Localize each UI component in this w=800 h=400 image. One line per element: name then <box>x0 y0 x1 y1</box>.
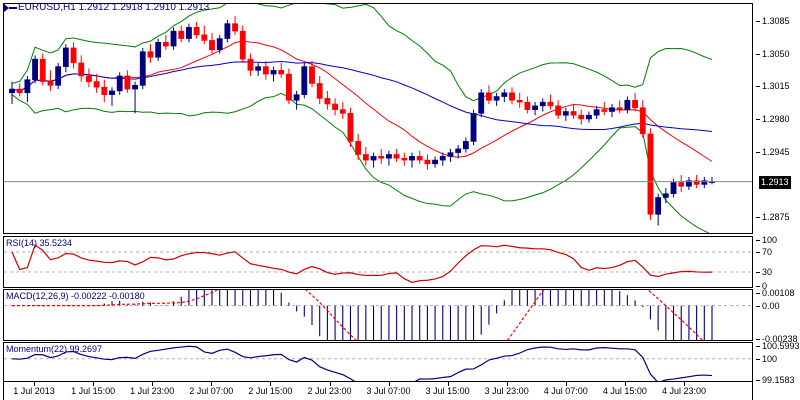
time-axis-label: 1 Jul 23:00 <box>130 386 175 396</box>
macd-histogram <box>103 290 713 340</box>
macd-signal-line <box>12 290 704 340</box>
price-tick <box>756 217 760 219</box>
macd-axis: 0.00108 0.00 -0.00238 <box>756 288 800 344</box>
bollinger-upper-band <box>11 4 713 102</box>
time-axis-label: 3 Jul 07:00 <box>366 386 411 396</box>
price-axis-label: 1.2875 <box>762 212 790 223</box>
time-axis-label: 4 Jul 23:00 <box>661 386 707 396</box>
time-tick <box>388 382 390 386</box>
axis-label: 100.5993 <box>762 341 800 351</box>
price-tick <box>756 151 760 153</box>
axis-tick <box>756 346 760 347</box>
moving-average-slow <box>11 61 713 132</box>
axis-tick <box>756 339 760 340</box>
time-tick <box>329 382 331 386</box>
time-tick <box>684 382 685 386</box>
price-tick <box>756 20 760 22</box>
time-tick <box>506 382 508 386</box>
price-tick <box>756 119 760 120</box>
axis-label: 70 <box>762 247 773 257</box>
rsi-caption: RSI(14) 35.5234 <box>6 238 73 248</box>
bollinger-lower-band <box>11 92 710 233</box>
momentum-indicator-panel[interactable] <box>3 342 753 382</box>
rsi-axis: 100 70 30 0 <box>756 235 800 291</box>
axis-tick <box>756 252 760 253</box>
time-axis-label: 1 Jul 15:00 <box>71 386 116 396</box>
rsi-line <box>11 244 713 283</box>
axis-label: 100 <box>762 235 778 245</box>
time-tick <box>211 382 213 386</box>
axis-label: 0.00 <box>762 300 780 311</box>
price-axis-label: 1.2980 <box>762 114 790 124</box>
axis-tick <box>756 305 760 307</box>
rsi-plot <box>4 244 752 283</box>
macd-caption: MACD(12,26,9) -0.00222 -0.00180 <box>6 291 145 301</box>
time-axis-label: 4 Jul 07:00 <box>543 386 588 396</box>
axis-label: 0.00108 <box>762 288 795 298</box>
price-axis-label: 1.2945 <box>762 146 790 157</box>
time-tick <box>93 382 95 386</box>
time-axis-label: 1 Jul 2013 <box>13 386 55 396</box>
axis-label: 100 <box>762 353 778 364</box>
time-axis-label: 2 Jul 07:00 <box>189 386 234 396</box>
time-tick <box>447 382 449 386</box>
candle-series <box>9 16 715 226</box>
time-tick <box>152 382 154 386</box>
marker-bar-icon <box>9 7 17 9</box>
chart-title: EURUSD,H1 1.2912 1.2918 1.2910 1.2913 <box>18 2 210 13</box>
axis-tick <box>756 272 760 273</box>
axis-tick <box>756 240 760 241</box>
current-price-label: 1.2913 <box>759 175 791 189</box>
momentum-caption: Momentum(22) 99.2697 <box>6 344 103 354</box>
axis-tick <box>756 293 760 294</box>
price-tick <box>756 53 760 55</box>
axis-label: 0 <box>762 281 768 291</box>
time-tick <box>270 382 272 386</box>
price-axis-label: 1.3015 <box>762 81 790 92</box>
price-chart-panel[interactable] <box>3 3 753 234</box>
price-plot <box>4 4 752 233</box>
axis-tick <box>756 380 760 381</box>
axis-tick <box>756 286 760 287</box>
momentum-plot <box>4 345 752 381</box>
time-axis-label: 2 Jul 15:00 <box>248 386 293 396</box>
momentum-axis: 100.5993 100 99.1583 <box>756 341 800 385</box>
momentum-line <box>11 345 713 381</box>
macd-plot <box>4 290 752 340</box>
price-axis-label: 1.3085 <box>762 15 790 26</box>
price-axis[interactable]: 1.3085 1.3050 1.3015 1.2980 1.2945 1.2875 1.29… <box>756 3 800 234</box>
time-axis-label: 3 Jul 23:00 <box>484 386 529 396</box>
left-arrow-marker-icon <box>4 4 9 12</box>
price-tick <box>756 86 760 88</box>
time-tick <box>624 382 626 386</box>
macd-indicator-panel[interactable] <box>3 289 753 341</box>
axis-label: 99.1583 <box>762 375 795 385</box>
time-tick <box>34 382 35 386</box>
rsi-indicator-panel[interactable] <box>3 236 753 288</box>
axis-tick <box>756 358 760 360</box>
time-tick <box>565 382 567 386</box>
axis-label: -0.00238 <box>762 334 798 344</box>
time-axis-label: 2 Jul 23:00 <box>307 386 352 396</box>
price-axis-label: 1.3050 <box>762 48 790 59</box>
time-axis-label: 4 Jul 15:00 <box>602 386 647 396</box>
time-axis[interactable]: 1 Jul 2013 1 Jul 15:00 1 Jul 23:00 2 Jul 07… <box>3 382 753 400</box>
time-axis-label: 3 Jul 15:00 <box>425 386 470 396</box>
axis-label: 30 <box>762 267 773 277</box>
moving-average-fast <box>11 40 713 162</box>
